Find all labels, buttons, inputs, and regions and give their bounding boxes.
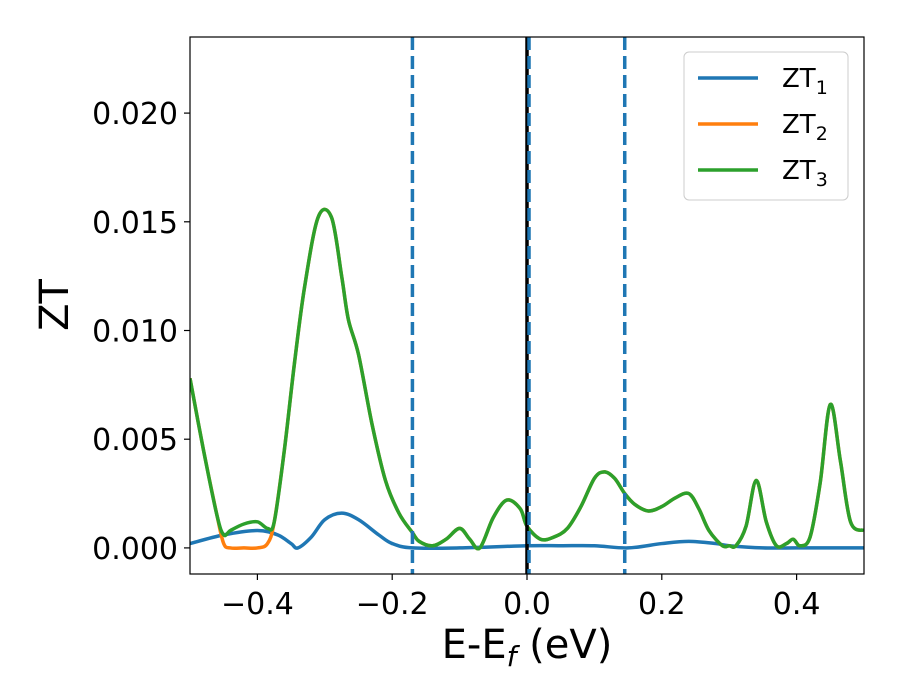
y-tick-label: 0.000	[92, 532, 178, 567]
y-axis-label: ZT	[32, 279, 78, 331]
x-tick-label: 0.4	[773, 587, 821, 622]
legend-label-zt1: ZT1	[782, 64, 828, 99]
y-tick-label: 0.005	[92, 423, 178, 458]
plot-area	[189, 36, 865, 575]
x-tick-label: −0.2	[356, 587, 429, 622]
y-tick-label: 0.015	[92, 206, 178, 241]
y-tick-label: 0.020	[92, 97, 178, 132]
x-axis-ticks: −0.4 −0.2 0.0 0.2 0.4	[221, 574, 820, 622]
y-axis-ticks: 0.000 0.005 0.010 0.015 0.020	[92, 97, 190, 567]
x-axis-label: E-Ef (eV)	[442, 622, 613, 673]
legend: ZT1 ZT2 ZT3	[683, 51, 849, 201]
x-tick-label: −0.4	[221, 587, 294, 622]
x-tick-label: 0.2	[638, 587, 686, 622]
legend-box	[683, 51, 849, 201]
legend-label-zt2: ZT2	[782, 110, 828, 145]
x-axis-label-unit: (eV)	[516, 622, 612, 668]
y-tick-label: 0.010	[92, 315, 178, 350]
vline-layer	[410, 37, 627, 574]
x-tick-label: 0.0	[503, 587, 551, 622]
legend-label-zt3: ZT3	[782, 156, 828, 191]
